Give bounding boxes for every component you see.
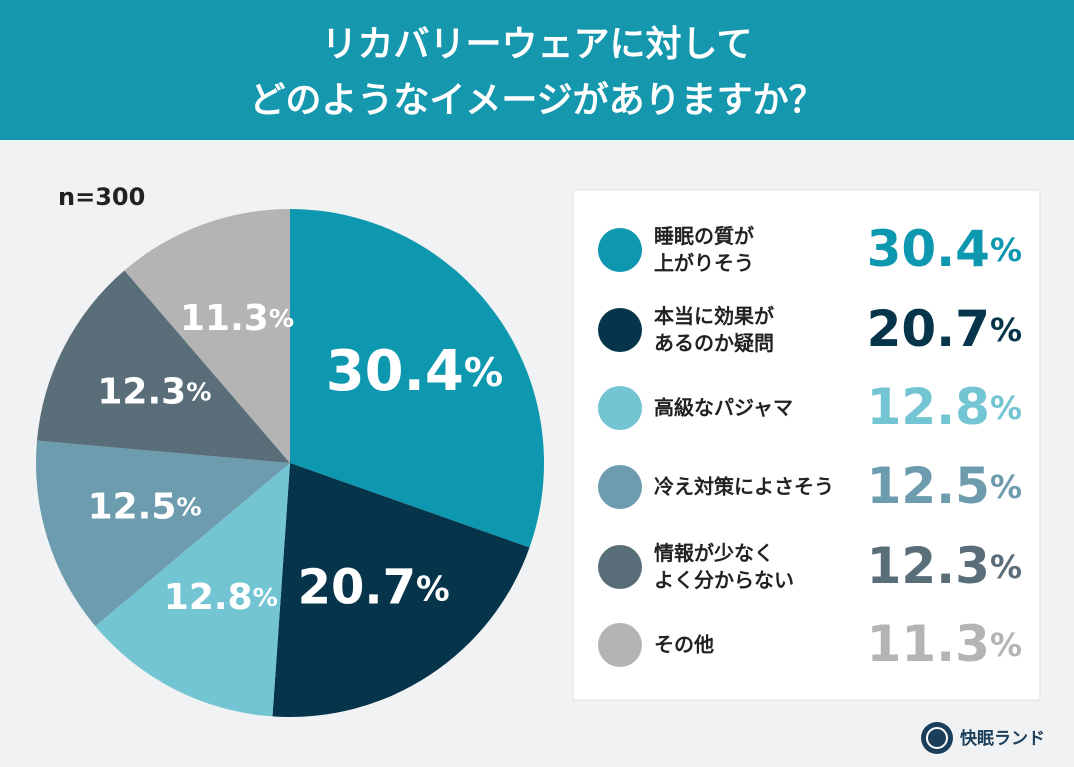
legend-value: 20.7%	[867, 300, 1022, 358]
slice-label: 12.3%	[97, 371, 211, 412]
legend-box	[572, 189, 1041, 701]
sample-size: n=300	[58, 183, 145, 211]
legend-value: 12.8%	[867, 378, 1022, 436]
pie-slice	[290, 209, 544, 548]
legend-value: 11.3%	[867, 615, 1022, 673]
chart-title: リカバリーウェアに対して	[322, 24, 753, 65]
header-band	[0, 0, 1074, 140]
legend-value: 12.5%	[867, 457, 1022, 515]
legend-swatch	[598, 545, 642, 589]
brand-name: 快眠ランド	[960, 728, 1045, 749]
pie-slice	[124, 209, 290, 463]
legend-label: 情報が少なく よく分からない	[654, 541, 794, 592]
pie-slice	[35, 440, 290, 627]
legend-value: 30.4%	[867, 220, 1022, 278]
slice-label: 20.7%	[298, 559, 450, 615]
legend-swatch	[598, 623, 642, 667]
legend-swatch	[598, 228, 642, 272]
legend-label: その他	[654, 632, 714, 657]
legend-swatch	[598, 465, 642, 509]
legend-label: 高級なパジャマ	[654, 395, 793, 420]
legend-label: 睡眠の質が 上がりそう	[654, 224, 754, 275]
legend-swatch	[598, 308, 642, 352]
slice-label: 30.4%	[326, 339, 503, 404]
legend-label: 冷え対策によさそう	[654, 474, 834, 499]
slice-label: 12.5%	[88, 487, 202, 528]
legend-label: 本当に効果が あるのか疑問	[654, 304, 774, 355]
brand-logo	[921, 722, 953, 754]
slice-label: 11.3%	[180, 298, 294, 339]
pie-slice	[95, 463, 290, 717]
pie-slice	[272, 463, 530, 717]
chart-title: どのようなイメージがありますか？	[249, 80, 824, 121]
brand-logo-ring	[926, 727, 948, 749]
legend-swatch	[598, 386, 642, 430]
legend-value: 12.3%	[867, 537, 1022, 595]
pie-slice	[36, 270, 291, 463]
slice-label: 12.8%	[164, 577, 278, 618]
